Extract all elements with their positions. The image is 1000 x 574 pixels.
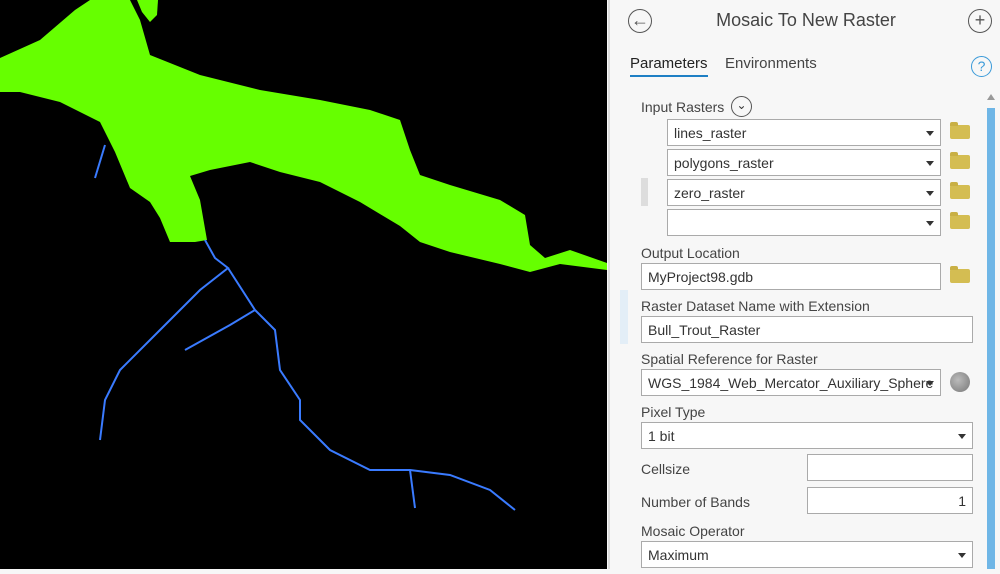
globe-icon[interactable]	[950, 372, 970, 392]
dataset-name-label: Raster Dataset Name with Extension	[641, 298, 870, 314]
polygon-raster	[0, 0, 607, 272]
cellsize-input[interactable]	[807, 454, 973, 481]
tab-environments[interactable]: Environments	[725, 55, 817, 72]
folder-icon[interactable]	[950, 182, 970, 199]
mosaic-operator-label: Mosaic Operator	[641, 523, 745, 539]
polygon-raster-small	[137, 0, 158, 22]
bands-label: Number of Bands	[641, 494, 750, 510]
dataset-name-input[interactable]: Bull_Trout_Raster	[641, 316, 973, 343]
chevron-down-icon[interactable]: ⌄	[731, 96, 752, 117]
folder-icon[interactable]	[950, 212, 970, 229]
raster-map	[0, 0, 607, 511]
output-location-input[interactable]: MyProject98.gdb	[641, 263, 941, 290]
tab-parameters[interactable]: Parameters	[630, 55, 708, 77]
bands-input[interactable]: 1	[807, 487, 973, 514]
input-rasters-label: Input Rasters	[641, 99, 725, 115]
input-raster-1[interactable]: lines_raster	[667, 119, 941, 146]
active-indicator	[620, 290, 628, 344]
lines-raster	[94, 144, 516, 511]
question-icon[interactable]: ?	[971, 56, 992, 77]
tool-title: Mosaic To New Raster	[716, 10, 896, 30]
input-raster-4[interactable]	[667, 209, 941, 236]
map-view[interactable]	[0, 0, 607, 569]
back-arrow-icon[interactable]: ←	[628, 9, 652, 33]
folder-icon[interactable]	[950, 122, 970, 139]
output-location-label: Output Location	[641, 245, 740, 261]
cellsize-label: Cellsize	[641, 461, 691, 477]
input-raster-3[interactable]: zero_raster	[667, 179, 941, 206]
input-raster-2[interactable]: polygons_raster	[667, 149, 941, 176]
row-handle[interactable]	[641, 178, 648, 206]
spatial-reference-select[interactable]: WGS_1984_Web_Mercator_Auxiliary_Sphere	[641, 369, 941, 396]
scrollbar-thumb[interactable]	[987, 108, 995, 569]
geoprocessing-pane: ← Mosaic To New Raster + Parameters Envi…	[608, 0, 1000, 569]
plus-icon[interactable]: +	[968, 9, 992, 33]
scroll-up-arrow[interactable]	[987, 94, 995, 100]
pixel-type-label: Pixel Type	[641, 404, 706, 420]
folder-icon[interactable]	[950, 152, 970, 169]
pixel-type-select[interactable]: 1 bit	[641, 422, 973, 449]
spatial-reference-label: Spatial Reference for Raster	[641, 351, 818, 367]
mosaic-operator-select[interactable]: Maximum	[641, 541, 973, 568]
folder-icon[interactable]	[950, 266, 970, 283]
